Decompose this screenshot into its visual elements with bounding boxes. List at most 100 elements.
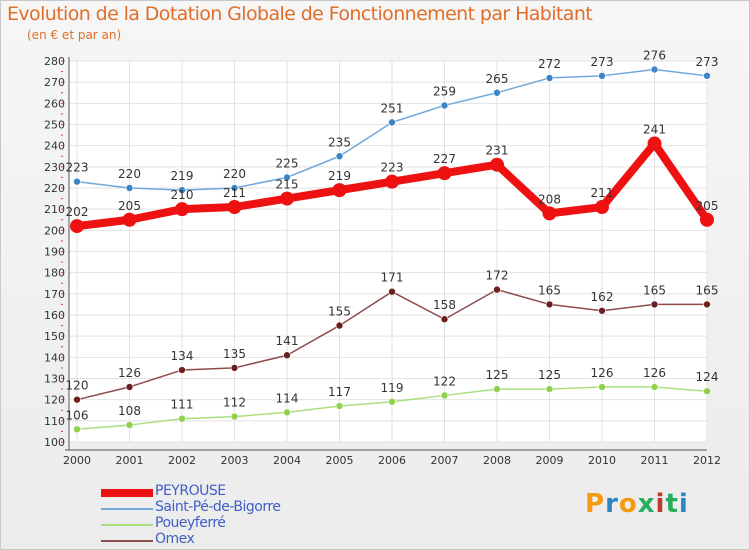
data-label-poueyferr--2010: 126 (591, 366, 614, 380)
point-saint-p-de-bigorre-2010 (598, 72, 606, 80)
point-saint-p-de-bigorre-2012 (703, 72, 711, 80)
legend-swatch-poueyferr- (101, 524, 153, 526)
point-peyrouse-2003 (227, 200, 242, 215)
point-poueyferr--2006 (388, 397, 396, 406)
data-label-poueyferr--2002: 111 (171, 398, 194, 412)
legend-label-poueyferr-: Poueyferré (155, 515, 226, 531)
y-tick-label-240: 240 (44, 140, 65, 153)
legend-label-peyrouse: PEYROUSE (155, 483, 226, 499)
chart-subtitle: (en € et par an) (27, 28, 122, 42)
point-saint-p-de-bigorre-2007 (440, 101, 449, 110)
data-label-peyrouse-2009: 208 (538, 192, 561, 206)
point-saint-p-de-bigorre-2000 (73, 177, 81, 186)
point-poueyferr--2009 (545, 385, 554, 393)
logo-letter: P (585, 489, 606, 519)
data-label-omex-2003: 135 (223, 347, 246, 361)
x-tick-label-2012: 2012 (693, 454, 721, 467)
point-omex-2007 (440, 315, 449, 324)
logo-letter: t (665, 489, 679, 519)
data-label-poueyferr--2000: 106 (66, 408, 89, 422)
point-poueyferr--2000 (73, 425, 81, 434)
y-tick-label-200: 200 (44, 224, 65, 237)
y-tick-label-150: 150 (44, 330, 65, 343)
data-label-omex-2007: 158 (433, 298, 456, 312)
data-label-peyrouse-2002: 210 (171, 188, 194, 202)
data-label-poueyferr--2003: 112 (223, 396, 246, 410)
x-tick-label-2010: 2010 (588, 454, 616, 467)
point-peyrouse-2006 (385, 174, 399, 189)
x-tick-label-2011: 2011 (641, 454, 669, 467)
point-saint-p-de-bigorre-2009 (545, 74, 554, 82)
point-poueyferr--2001 (125, 421, 134, 429)
data-label-omex-2001: 126 (118, 366, 141, 380)
data-label-omex-2008: 172 (486, 269, 509, 283)
data-label-peyrouse-2008: 231 (486, 144, 509, 158)
logo-letter: x (637, 489, 656, 519)
point-peyrouse-2005 (332, 183, 347, 198)
data-label-poueyferr--2012: 124 (696, 370, 719, 384)
y-tick-label-270: 270 (44, 76, 65, 89)
legend-swatch-saint-p-de-bigorre (101, 508, 153, 510)
point-omex-2004 (283, 351, 291, 360)
point-omex-2008 (493, 285, 501, 294)
point-poueyferr--2005 (335, 402, 344, 410)
data-label-omex-2010: 162 (591, 290, 614, 304)
y-tick-label-250: 250 (44, 119, 65, 132)
data-label-peyrouse-2011: 241 (643, 123, 666, 137)
data-label-saint-p-de-bigorre-2003: 220 (223, 167, 246, 181)
point-omex-2012 (703, 300, 711, 309)
point-peyrouse-2000 (70, 219, 84, 234)
point-omex-2002 (178, 366, 186, 374)
point-saint-p-de-bigorre-2004 (283, 173, 291, 182)
data-label-peyrouse-2004: 215 (276, 178, 299, 192)
y-tick-label-170: 170 (44, 288, 65, 301)
x-tick-label-2003: 2003 (221, 454, 249, 467)
point-saint-p-de-bigorre-2003 (230, 184, 239, 192)
y-tick-label-110: 110 (44, 415, 65, 428)
y-tick-label-180: 180 (44, 267, 65, 280)
y-tick-label-280: 280 (44, 55, 65, 68)
chart-title: Evolution de la Dotation Globale de Fonc… (7, 3, 593, 25)
legend-label-omex: Omex (155, 531, 195, 547)
logo-letter: i (678, 489, 689, 519)
y-tick-label-190: 190 (44, 246, 65, 259)
point-poueyferr--2012 (703, 387, 711, 396)
y-tick-label-120: 120 (44, 394, 65, 407)
point-omex-2006 (388, 287, 396, 296)
data-label-omex-2009: 165 (538, 283, 561, 297)
data-label-peyrouse-2006: 223 (381, 161, 404, 175)
data-label-omex-2012: 165 (696, 283, 719, 297)
data-label-poueyferr--2001: 108 (118, 404, 141, 418)
proxiti-logo: Proxiti (585, 489, 689, 519)
data-label-omex-2002: 134 (171, 349, 194, 363)
point-omex-2009 (545, 300, 554, 309)
point-peyrouse-2002 (175, 202, 189, 217)
point-poueyferr--2011 (650, 383, 659, 391)
data-label-poueyferr--2009: 125 (538, 368, 561, 382)
logo-letter: i (655, 489, 666, 519)
point-poueyferr--2002 (178, 414, 186, 423)
data-label-peyrouse-2010: 211 (591, 186, 614, 200)
logo-letter: o (618, 489, 638, 519)
x-tick-label-2006: 2006 (378, 454, 406, 467)
point-saint-p-de-bigorre-2006 (388, 118, 396, 127)
x-tick-label-2001: 2001 (116, 454, 144, 467)
data-label-saint-p-de-bigorre-2002: 219 (171, 169, 194, 183)
data-label-saint-p-de-bigorre-2009: 272 (538, 57, 561, 71)
point-saint-p-de-bigorre-2002 (178, 186, 186, 194)
data-label-saint-p-de-bigorre-2012: 273 (696, 55, 719, 69)
data-label-peyrouse-2007: 227 (433, 152, 456, 166)
data-label-poueyferr--2008: 125 (486, 368, 509, 382)
x-tick-label-2008: 2008 (483, 454, 511, 467)
data-label-saint-p-de-bigorre-2001: 220 (118, 167, 141, 181)
x-tick-label-2004: 2004 (273, 454, 301, 467)
y-tick-label-130: 130 (44, 373, 65, 386)
point-saint-p-de-bigorre-2001 (125, 184, 134, 192)
point-omex-2010 (598, 306, 606, 315)
x-tick-label-2002: 2002 (168, 454, 196, 467)
legend-label-saint-p-de-bigorre: Saint-Pé-de-Bigorre (155, 499, 281, 515)
point-peyrouse-2011 (647, 136, 662, 151)
data-label-omex-2005: 155 (328, 305, 351, 319)
data-label-poueyferr--2006: 119 (381, 381, 404, 395)
